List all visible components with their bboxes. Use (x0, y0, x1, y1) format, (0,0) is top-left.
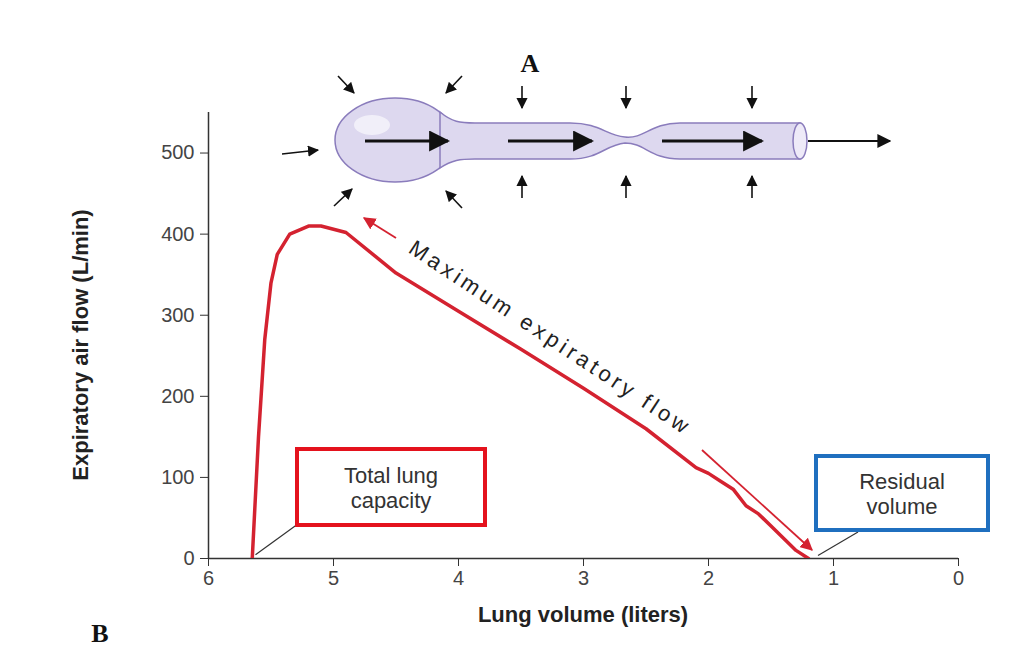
svg-text:300: 300 (161, 304, 194, 326)
svg-text:A: A (521, 49, 540, 78)
svg-text:Residualvolume: Residualvolume (859, 469, 945, 519)
svg-text:2: 2 (703, 567, 714, 589)
svg-text:6: 6 (203, 567, 214, 589)
svg-text:5: 5 (328, 567, 339, 589)
svg-text:1: 1 (828, 567, 839, 589)
svg-text:200: 200 (161, 385, 194, 407)
svg-text:Total lungcapacity: Total lungcapacity (344, 463, 438, 513)
svg-text:B: B (91, 619, 108, 648)
svg-text:Expiratory air flow (L/min): Expiratory air flow (L/min) (68, 209, 93, 480)
svg-text:500: 500 (161, 141, 194, 163)
svg-text:Maximum expiratory flow: Maximum expiratory flow (404, 235, 693, 438)
svg-text:0: 0 (953, 567, 964, 589)
svg-text:4: 4 (453, 567, 464, 589)
svg-text:0: 0 (183, 547, 194, 569)
svg-text:100: 100 (161, 466, 194, 488)
svg-text:400: 400 (161, 223, 194, 245)
svg-text:3: 3 (578, 567, 589, 589)
svg-text:Lung volume (liters): Lung volume (liters) (478, 602, 688, 627)
